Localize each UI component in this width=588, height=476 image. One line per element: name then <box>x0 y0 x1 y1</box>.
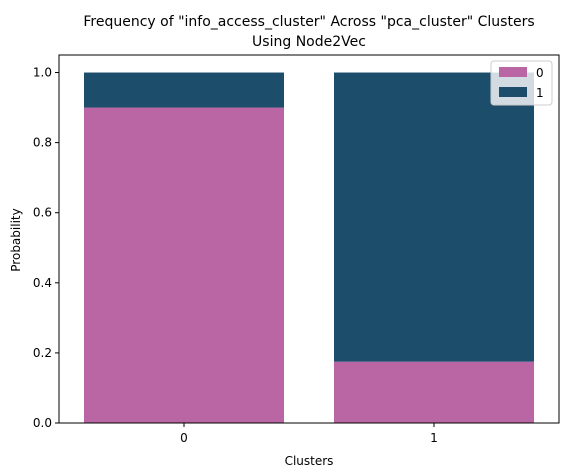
x-tick-label: 1 <box>430 431 438 445</box>
bar-cluster-1-series-0 <box>334 362 534 423</box>
y-tick-label: 0.2 <box>33 346 52 360</box>
y-tick-label: 0.6 <box>33 206 52 220</box>
chart-subtitle: Using Node2Vec <box>252 34 366 50</box>
x-tick-label: 0 <box>180 431 188 445</box>
y-tick-label: 0.8 <box>33 136 52 150</box>
legend-swatch-1 <box>499 87 527 97</box>
y-axis-label: Probability <box>9 208 23 271</box>
y-tick-label: 0.4 <box>33 276 52 290</box>
legend-swatch-0 <box>499 67 527 77</box>
bar-cluster-1-series-1 <box>334 73 534 362</box>
bar-cluster-0-series-1 <box>84 73 284 108</box>
y-tick-label: 0.0 <box>33 416 52 430</box>
chart-title: Frequency of "info_access_cluster" Acros… <box>83 14 534 30</box>
legend: 01 <box>491 61 552 105</box>
legend-label-0: 0 <box>536 66 544 80</box>
y-tick-label: 1.0 <box>33 66 52 80</box>
x-axis-label: Clusters <box>285 454 334 468</box>
bar-cluster-0-series-0 <box>84 108 284 423</box>
bars-group <box>84 73 534 423</box>
legend-label-1: 1 <box>536 86 544 100</box>
